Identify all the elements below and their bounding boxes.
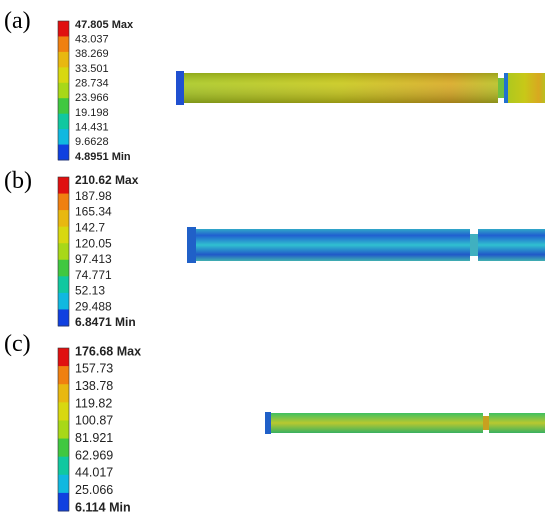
legend-band (58, 474, 69, 494)
legend-label: 33.501 (75, 63, 109, 75)
legend-band (58, 113, 69, 130)
legend-label: 52.13 (75, 284, 105, 298)
legend-band (58, 384, 69, 403)
legend-band (58, 292, 69, 310)
rod-b (187, 227, 545, 263)
panel-label: (c) (4, 331, 31, 357)
legend-band (58, 492, 69, 512)
panel-label: (b) (4, 168, 32, 194)
legend-band (58, 456, 69, 476)
legend-band (58, 193, 69, 211)
legend-label: 187.98 (75, 189, 112, 203)
legend-band (58, 348, 69, 367)
legend-frame (57, 20, 70, 161)
legend-label: 81.921 (75, 431, 113, 445)
legend-band (58, 21, 69, 37)
legend-label: 100.87 (75, 414, 113, 428)
legend-band (58, 144, 69, 161)
legend-band (58, 309, 69, 327)
panel-label: (a) (4, 8, 31, 34)
legend-band (58, 98, 69, 115)
legend-label: 6.8471 Min (75, 315, 136, 329)
legend-label: 119.82 (75, 396, 112, 410)
legend-label: 43.037 (75, 34, 109, 46)
legend-label: 29.488 (75, 299, 112, 313)
legend-label: 62.969 (75, 448, 113, 462)
legend-label: 74.771 (75, 268, 112, 282)
legend-label: 176.68 Max (75, 344, 141, 358)
legend-label: 14.431 (75, 122, 109, 134)
legend-label: 120.05 (75, 236, 112, 250)
legend-label: 25.066 (75, 483, 113, 497)
legend-label: 19.198 (75, 107, 109, 119)
legend-band (58, 366, 69, 385)
legend-label: 97.413 (75, 252, 112, 266)
legend-band (58, 210, 69, 228)
legend-band (58, 402, 69, 421)
legend-label: 38.269 (75, 48, 109, 60)
legend-band (58, 438, 69, 458)
legend-band (58, 276, 69, 294)
legend-label: 44.017 (75, 466, 113, 480)
legend-label: 142.7 (75, 221, 105, 235)
legend-band (58, 226, 69, 244)
legend-label: 157.73 (75, 362, 113, 376)
legend-band (58, 67, 69, 84)
legend-label: 47.805 Max (75, 19, 134, 31)
legend-label: 165.34 (75, 205, 112, 219)
legend-label: 210.62 Max (75, 173, 139, 187)
legends: (a) 47.805 Max 43.037 38.269 33.501 28.734 23.… (4, 8, 141, 514)
legend-band (58, 420, 69, 440)
legend-band (58, 177, 69, 195)
legend-label: 6.114 Min (75, 500, 131, 514)
legend-band (58, 51, 69, 68)
legend-band (58, 82, 69, 99)
rod-c (265, 412, 545, 434)
legend-frame (57, 347, 70, 512)
legend-label: 4.8951 Min (75, 151, 131, 163)
legend-band (58, 243, 69, 261)
legend-label: 138.78 (75, 379, 113, 393)
legend-frame (57, 176, 70, 327)
rod-a (176, 71, 545, 105)
legend-band (58, 36, 69, 53)
legend-label: 28.734 (75, 78, 109, 90)
legend-band (58, 259, 69, 277)
legend-label: 9.6628 (75, 136, 109, 148)
legend-label: 23.966 (75, 92, 109, 104)
legend-band (58, 129, 69, 146)
